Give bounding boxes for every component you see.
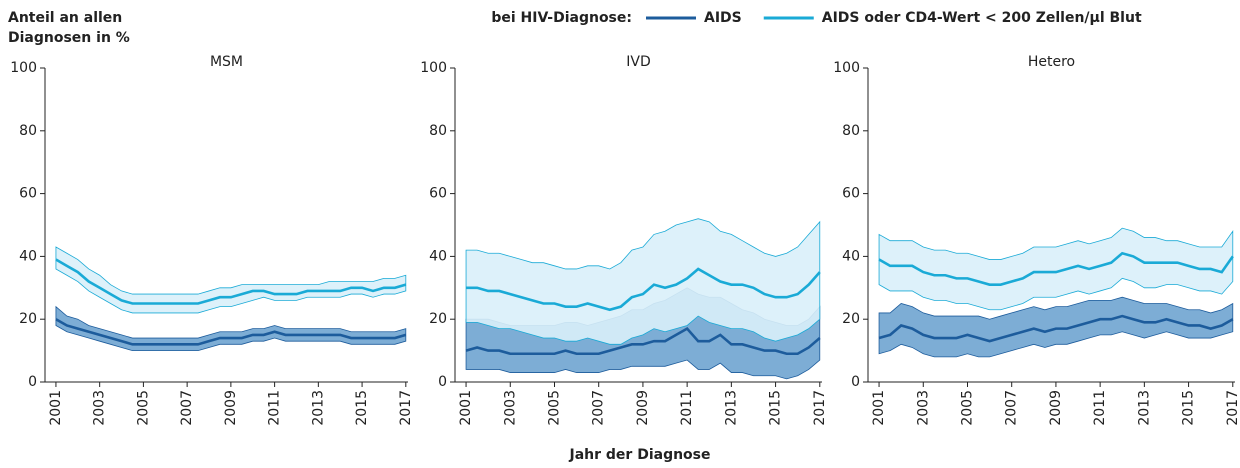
y-tick-label: 40	[842, 248, 860, 264]
confidence-band	[878, 227, 1234, 311]
series-line	[55, 318, 407, 346]
y-axis-label: Diagnosen in %	[8, 30, 130, 46]
x-tick-label: 2009	[635, 390, 651, 426]
y-tick-label: 80	[19, 123, 37, 139]
x-tick-label: 2007	[179, 390, 195, 426]
x-tick-label: 2015	[1181, 390, 1197, 426]
y-axis-label: Anteil an allen	[8, 10, 122, 26]
x-tick-label: 2005	[546, 390, 562, 426]
confidence-band	[55, 246, 407, 314]
y-tick-label: 0	[28, 374, 37, 390]
y-tick-label: 80	[429, 123, 447, 139]
x-tick-label: 2001	[871, 390, 887, 426]
series-line	[878, 314, 1234, 343]
confidence-band	[465, 218, 821, 345]
legend-title: bei HIV-Diagnose:	[491, 10, 632, 26]
y-tick-label: 100	[833, 60, 860, 76]
x-tick-label: 2005	[135, 390, 151, 426]
x-tick-label: 2017	[1225, 390, 1240, 426]
x-tick-label: 2011	[1092, 390, 1108, 426]
series-line	[465, 326, 821, 356]
y-tick-label: 80	[842, 123, 860, 139]
y-tick-label: 0	[438, 374, 447, 390]
legend-label: AIDS oder CD4-Wert < 200 Zellen/µl Blut	[822, 10, 1142, 26]
x-tick-label: 2009	[1048, 390, 1064, 426]
series-line	[878, 251, 1234, 286]
panel-title: IVD	[626, 54, 651, 70]
y-tick-label: 60	[19, 186, 37, 202]
x-tick-label: 2007	[1004, 390, 1020, 426]
y-tick-label: 20	[19, 311, 37, 327]
panel-title: Hetero	[1028, 54, 1075, 70]
y-tick-label: 20	[429, 311, 447, 327]
x-tick-label: 2003	[92, 390, 108, 426]
y-tick-label: 40	[19, 248, 37, 264]
x-tick-label: 2003	[915, 390, 931, 426]
x-tick-label: 2015	[768, 390, 784, 426]
y-tick-label: 60	[842, 186, 860, 202]
x-tick-label: 2003	[502, 390, 518, 426]
y-tick-label: 40	[429, 248, 447, 264]
y-tick-label: 0	[851, 374, 860, 390]
confidence-band	[55, 305, 407, 351]
series-line	[466, 267, 821, 312]
y-tick-label: 60	[429, 186, 447, 202]
x-axis-label: Jahr der Diagnose	[569, 447, 711, 463]
legend-label: AIDS	[704, 10, 742, 26]
series-line	[55, 258, 407, 305]
x-tick-label: 2017	[398, 390, 414, 426]
x-tick-label: 2001	[458, 390, 474, 426]
x-tick-label: 2015	[354, 390, 370, 426]
x-tick-label: 2013	[310, 390, 326, 426]
x-tick-label: 2007	[591, 390, 607, 426]
x-tick-label: 2009	[223, 390, 239, 426]
x-tick-label: 2013	[1136, 390, 1152, 426]
x-tick-label: 2011	[267, 390, 283, 426]
confidence-band	[878, 296, 1234, 358]
panel-title: MSM	[210, 54, 243, 70]
x-tick-label: 2013	[723, 390, 739, 426]
x-tick-label: 2001	[48, 390, 64, 426]
y-tick-label: 20	[842, 311, 860, 327]
y-tick-label: 100	[10, 60, 37, 76]
x-tick-label: 2017	[812, 390, 828, 426]
x-tick-label: 2005	[959, 390, 975, 426]
y-tick-label: 100	[420, 60, 447, 76]
x-tick-label: 2011	[679, 390, 695, 426]
